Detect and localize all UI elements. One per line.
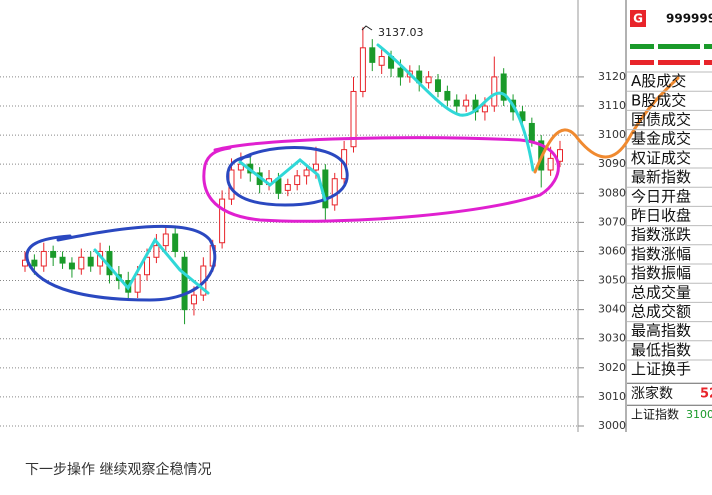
candle-body: [453, 99, 460, 107]
candle-body: [491, 76, 498, 107]
annotation-ellipse: [226, 146, 349, 207]
candle-body: [557, 149, 563, 162]
candle-body: [547, 157, 554, 171]
y-tick-label: 3100: [598, 128, 626, 141]
candle-body: [219, 198, 226, 244]
candles: [22, 27, 563, 325]
candle-body: [68, 262, 75, 270]
candle-body: [59, 256, 66, 264]
candle-body: [87, 256, 94, 267]
candle-body: [162, 233, 169, 247]
candle-body: [40, 250, 47, 267]
candle-body: [303, 169, 310, 177]
candle-body: [50, 250, 57, 258]
level-bars: [630, 44, 712, 65]
index-value: 3100: [686, 408, 712, 421]
panel-label: 昨日收盘: [631, 207, 691, 225]
y-tick-label: 3050: [598, 274, 626, 287]
bar: [704, 60, 712, 65]
candle-body: [359, 47, 366, 92]
bar: [658, 60, 700, 65]
candle-body: [369, 47, 376, 63]
annotation-ellipse: [25, 224, 217, 302]
panel-list: A股成交B股成交国债成交基金成交权证成交最新指数今日开盘昨日收盘指数涨跌指数涨幅…: [627, 71, 712, 422]
y-tick-label: 3070: [598, 215, 626, 228]
panel-label: B股成交: [631, 91, 686, 109]
candle-body: [78, 256, 85, 270]
bar: [658, 44, 700, 49]
index-label: 上证指数: [631, 407, 679, 422]
y-tick-label: 3120: [598, 70, 626, 83]
candle-body: [144, 256, 151, 276]
candle-body: [425, 76, 432, 84]
candle-body: [481, 105, 488, 113]
peak-pointer: [361, 25, 373, 31]
grid: 3000 3010 3020 3030 3040 3050 3060 3070 3080 3090…: [0, 70, 626, 432]
panel-label: 最新指数: [631, 168, 691, 186]
candle-body: [434, 79, 441, 92]
y-tick-label: 3010: [598, 390, 626, 403]
candle-body: [378, 56, 385, 66]
annotation-ellipse: [202, 136, 560, 223]
candle-body: [312, 163, 319, 171]
badge-box: [630, 10, 646, 27]
y-tick-label: 3000: [598, 419, 626, 432]
candle-body: [181, 256, 188, 311]
y-tick-label: 3090: [598, 157, 626, 170]
y-tick-label: 3110: [598, 99, 626, 112]
annotation-stroke: [533, 76, 680, 174]
panel-label: 指数涨幅: [631, 245, 691, 263]
panel-label: 总成交额: [631, 303, 691, 321]
footer-note: 下一步操作 继续观察企稳情况: [25, 461, 211, 478]
annotation-stroke: [238, 158, 327, 202]
candle-body: [500, 73, 507, 101]
y-tick-label: 3040: [598, 303, 626, 316]
panel-label: 总成交量: [631, 283, 691, 301]
candle-body: [397, 67, 404, 78]
candle-body: [322, 169, 329, 209]
annotation-stroke: [93, 237, 210, 295]
panel-label: A股成交: [631, 72, 686, 90]
bar: [630, 60, 654, 65]
annotation-stroke: [376, 43, 535, 172]
panel-label: 最高指数: [631, 322, 691, 340]
candle-body: [284, 184, 291, 191]
bar: [704, 44, 712, 49]
y-tick-label: 3030: [598, 332, 626, 345]
panel-label: 国债成交: [631, 111, 691, 129]
y-tick-label: 3060: [598, 244, 626, 257]
candle-body: [331, 178, 338, 206]
panel-label: 权证成交: [631, 149, 691, 167]
peak-label: 3137.03: [378, 26, 424, 39]
candle-body: [172, 233, 179, 252]
panel-label: 指数涨跌: [631, 226, 691, 244]
candle-body: [463, 99, 470, 107]
candle-body: [444, 90, 451, 101]
candle-body: [528, 122, 535, 142]
rise-label: 涨家数: [631, 385, 673, 402]
panel-label: 基金成交: [631, 130, 691, 148]
panel-label: 最低指数: [631, 341, 691, 359]
annotations: [25, 43, 680, 302]
panel-label: 指数振幅: [631, 264, 691, 282]
bar: [630, 44, 654, 49]
panel-label: 上证换手: [631, 360, 691, 378]
candle-body: [153, 245, 160, 258]
candle-body: [350, 90, 357, 148]
badge: G: [633, 12, 643, 26]
candle-body: [190, 294, 197, 305]
candle-body: [31, 259, 38, 267]
y-tick-label: 3020: [598, 361, 626, 374]
stock-code: 999999: [666, 12, 712, 26]
y-tick-label: 3080: [598, 186, 626, 199]
rise-value: 52: [700, 387, 712, 402]
panel-label: 今日开盘: [631, 187, 691, 205]
candle-body: [134, 274, 141, 293]
candle-body: [294, 175, 301, 186]
